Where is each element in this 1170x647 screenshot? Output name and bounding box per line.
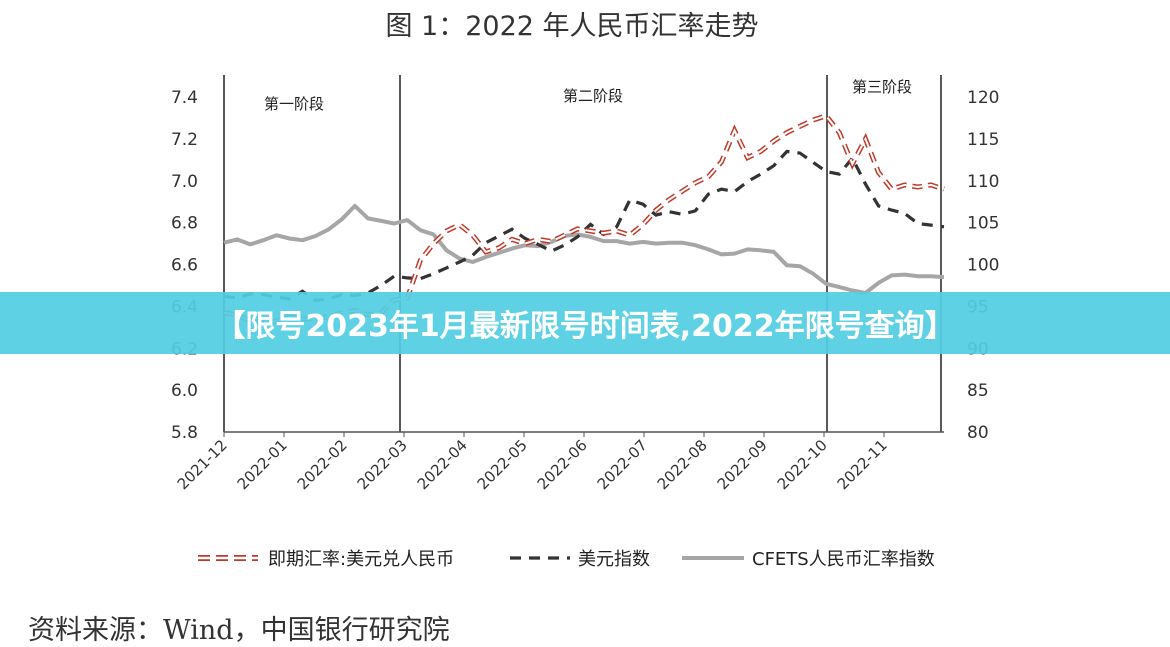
x-tick-label: 2022-05 [474, 436, 531, 493]
x-tick-label: 2022-02 [294, 436, 351, 493]
phase-dividers [223, 75, 942, 432]
right-tick-label: 105 [967, 214, 999, 234]
legend-label: CFETS人民币汇率指数 [752, 549, 935, 570]
right-tick-label: 85 [967, 381, 989, 401]
source-note: 资料来源：Wind，中国银行研究院 [28, 615, 450, 646]
legend-label: 美元指数 [578, 549, 650, 570]
series-line-cfets [223, 203, 945, 295]
legend: 即期汇率:美元兑人民币 美元指数 CFETS人民币汇率指数 [198, 549, 935, 570]
overlay-banner[interactable]: 【限号2023年1月最新限号时间表,2022年限号查询】 [0, 292, 1170, 354]
x-tick-label: 2022-07 [594, 436, 651, 493]
x-tick-label: 2022-04 [414, 436, 471, 493]
right-tick-label: 110 [967, 172, 999, 192]
phase-label: 第二阶段 [563, 87, 623, 105]
x-tick-label: 2022-06 [534, 436, 591, 493]
series-lines [223, 112, 945, 326]
x-tick-label: 2022-10 [774, 436, 831, 493]
x-tick-label: 2022-11 [834, 436, 891, 493]
right-tick-label: 120 [967, 88, 999, 108]
left-tick-label: 6.8 [171, 214, 198, 234]
left-tick-label: 7.2 [171, 130, 198, 150]
right-axis-tick-labels: 12011511010510095908580 [967, 88, 999, 443]
banner-text[interactable]: 【限号2023年1月最新限号时间表,2022年限号查询】 [215, 309, 955, 344]
x-tick-label: 2022-01 [234, 436, 291, 493]
left-tick-label: 5.8 [171, 423, 198, 443]
axes [223, 431, 944, 437]
x-tick-label: 2022-08 [654, 436, 711, 493]
right-tick-label: 80 [967, 423, 989, 443]
right-tick-label: 115 [967, 130, 999, 150]
left-tick-label: 7.0 [171, 172, 198, 192]
phase-labels: 第一阶段 第二阶段 第三阶段 [264, 78, 912, 113]
left-tick-label: 6.0 [171, 381, 198, 401]
left-tick-label: 7.4 [171, 88, 198, 108]
x-tick-label: 2022-03 [354, 436, 411, 493]
x-tick-label: 2021-12 [174, 436, 231, 493]
left-tick-label: 6.6 [171, 256, 198, 276]
x-axis-tick-labels: 2021-12 2022-01 2022-02 2022-03 2022-04 2022-… [174, 436, 891, 493]
left-axis-tick-labels: 7.47.27.06.86.66.46.26.05.8 [171, 88, 198, 443]
legend-label: 即期汇率:美元兑人民币 [268, 549, 454, 570]
chart-title: 图 1：2022 年人民币汇率走势 [385, 11, 758, 42]
right-tick-label: 100 [967, 256, 999, 276]
phase-label: 第三阶段 [852, 78, 912, 96]
phase-label: 第一阶段 [264, 95, 324, 113]
x-tick-label: 2022-09 [714, 436, 771, 493]
